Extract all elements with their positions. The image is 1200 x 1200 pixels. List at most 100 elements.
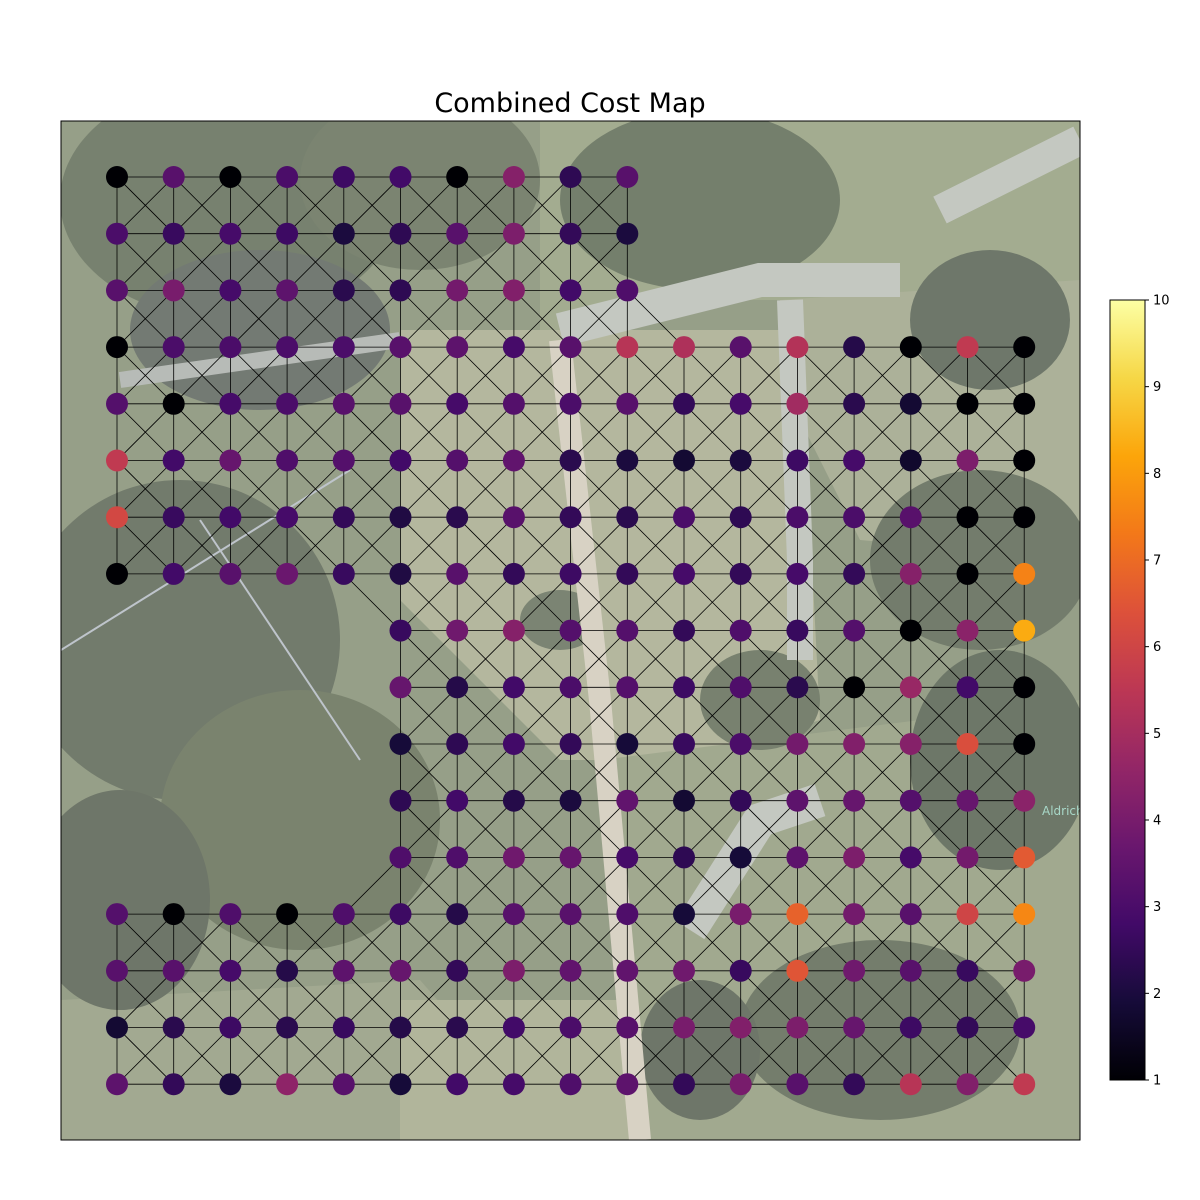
graph-edge xyxy=(683,403,741,461)
cost-node xyxy=(446,222,469,245)
graph-edge xyxy=(797,857,855,915)
cost-node xyxy=(729,1016,752,1039)
graph-edge xyxy=(570,290,628,348)
graph-edge xyxy=(853,970,912,1028)
cost-node xyxy=(389,789,412,812)
graph-edge xyxy=(797,970,855,1028)
cost-node xyxy=(843,903,866,926)
cost-node xyxy=(162,1073,185,1096)
cost-node xyxy=(729,789,752,812)
cost-node xyxy=(446,392,469,415)
cost-node xyxy=(1013,506,1036,529)
graph-edge xyxy=(910,630,968,688)
cost-node xyxy=(332,562,355,585)
cost-node xyxy=(332,449,355,472)
cost-node xyxy=(616,903,639,926)
cost-node xyxy=(729,449,752,472)
cost-node xyxy=(843,392,866,415)
graph-edge xyxy=(116,516,174,575)
graph-edge xyxy=(513,630,571,688)
colorbar-tick-label: 1 xyxy=(1153,1074,1161,1089)
cost-node xyxy=(1013,336,1036,359)
graph-edge xyxy=(570,1027,628,1085)
cost-node xyxy=(616,222,639,245)
graph-edge xyxy=(910,1027,968,1085)
graph-edge xyxy=(683,970,741,1028)
graph-edge xyxy=(967,913,1025,972)
colorbar-tick-label: 9 xyxy=(1153,380,1161,395)
cost-node xyxy=(219,279,242,302)
graph-edge xyxy=(513,346,571,405)
graph-edge xyxy=(570,460,628,518)
graph-edge xyxy=(570,403,628,461)
cost-node xyxy=(276,1073,299,1096)
cost-node xyxy=(559,449,582,472)
cost-node xyxy=(786,336,809,359)
cost-node xyxy=(276,903,299,926)
cost-node xyxy=(276,336,299,359)
cost-node xyxy=(502,1016,525,1039)
graph-edge xyxy=(683,630,741,688)
graph-edge xyxy=(853,743,912,801)
cost-node xyxy=(332,506,355,529)
graph-edge xyxy=(400,1027,458,1085)
graph-edge xyxy=(230,233,288,291)
graph-edge xyxy=(456,346,515,405)
graph-edge xyxy=(230,176,288,234)
graph-edge xyxy=(400,687,458,745)
graph-edge xyxy=(116,176,174,234)
graph-edge xyxy=(853,857,912,915)
cost-node xyxy=(276,506,299,529)
graph-edge xyxy=(456,233,515,291)
cost-node xyxy=(502,846,525,869)
cost-node xyxy=(502,562,525,585)
cost-node xyxy=(389,392,412,415)
cost-node xyxy=(616,733,639,755)
graph-edge xyxy=(173,913,231,972)
cost-node xyxy=(162,166,185,188)
cost-node xyxy=(559,1016,582,1039)
cost-node xyxy=(786,846,809,869)
cost-node xyxy=(332,336,355,359)
colorbar-tick-label: 3 xyxy=(1153,900,1161,915)
cost-node xyxy=(616,789,639,812)
cost-node xyxy=(276,449,299,472)
colorbar-tick-label: 10 xyxy=(1153,294,1170,309)
cost-node xyxy=(446,449,469,472)
graph-edge xyxy=(513,516,571,575)
cost-node xyxy=(1013,619,1036,642)
cost-node xyxy=(956,959,979,982)
cost-node xyxy=(616,676,639,699)
graph-edge xyxy=(853,913,912,972)
graph-edge xyxy=(910,403,968,461)
graph-edge xyxy=(740,970,798,1028)
graph-edge xyxy=(513,460,571,518)
cost-node xyxy=(106,336,128,359)
graph-edge xyxy=(456,970,515,1028)
graph-edge xyxy=(286,1027,345,1085)
graph-edge xyxy=(967,857,1025,915)
graph-edge xyxy=(740,346,798,405)
graph-edge xyxy=(173,290,231,348)
cost-node xyxy=(162,562,185,585)
graph-edge xyxy=(740,403,798,461)
cost-node xyxy=(729,959,752,982)
cost-node xyxy=(843,449,866,472)
cost-node xyxy=(446,279,469,302)
cost-node xyxy=(956,733,979,755)
graph-edge xyxy=(570,913,628,972)
cost-node xyxy=(162,959,185,982)
graph-edge xyxy=(513,687,571,745)
cost-node xyxy=(219,1016,242,1039)
graph-edge xyxy=(570,800,628,858)
cost-node xyxy=(673,619,695,642)
cost-node xyxy=(956,449,979,472)
cost-node xyxy=(956,676,979,699)
cost-node xyxy=(899,1073,922,1096)
cost-node xyxy=(899,903,922,926)
graph-edge xyxy=(400,290,458,348)
cost-node xyxy=(1013,449,1036,472)
cost-node xyxy=(616,392,639,415)
cost-node xyxy=(219,506,242,529)
cost-node xyxy=(899,506,922,529)
